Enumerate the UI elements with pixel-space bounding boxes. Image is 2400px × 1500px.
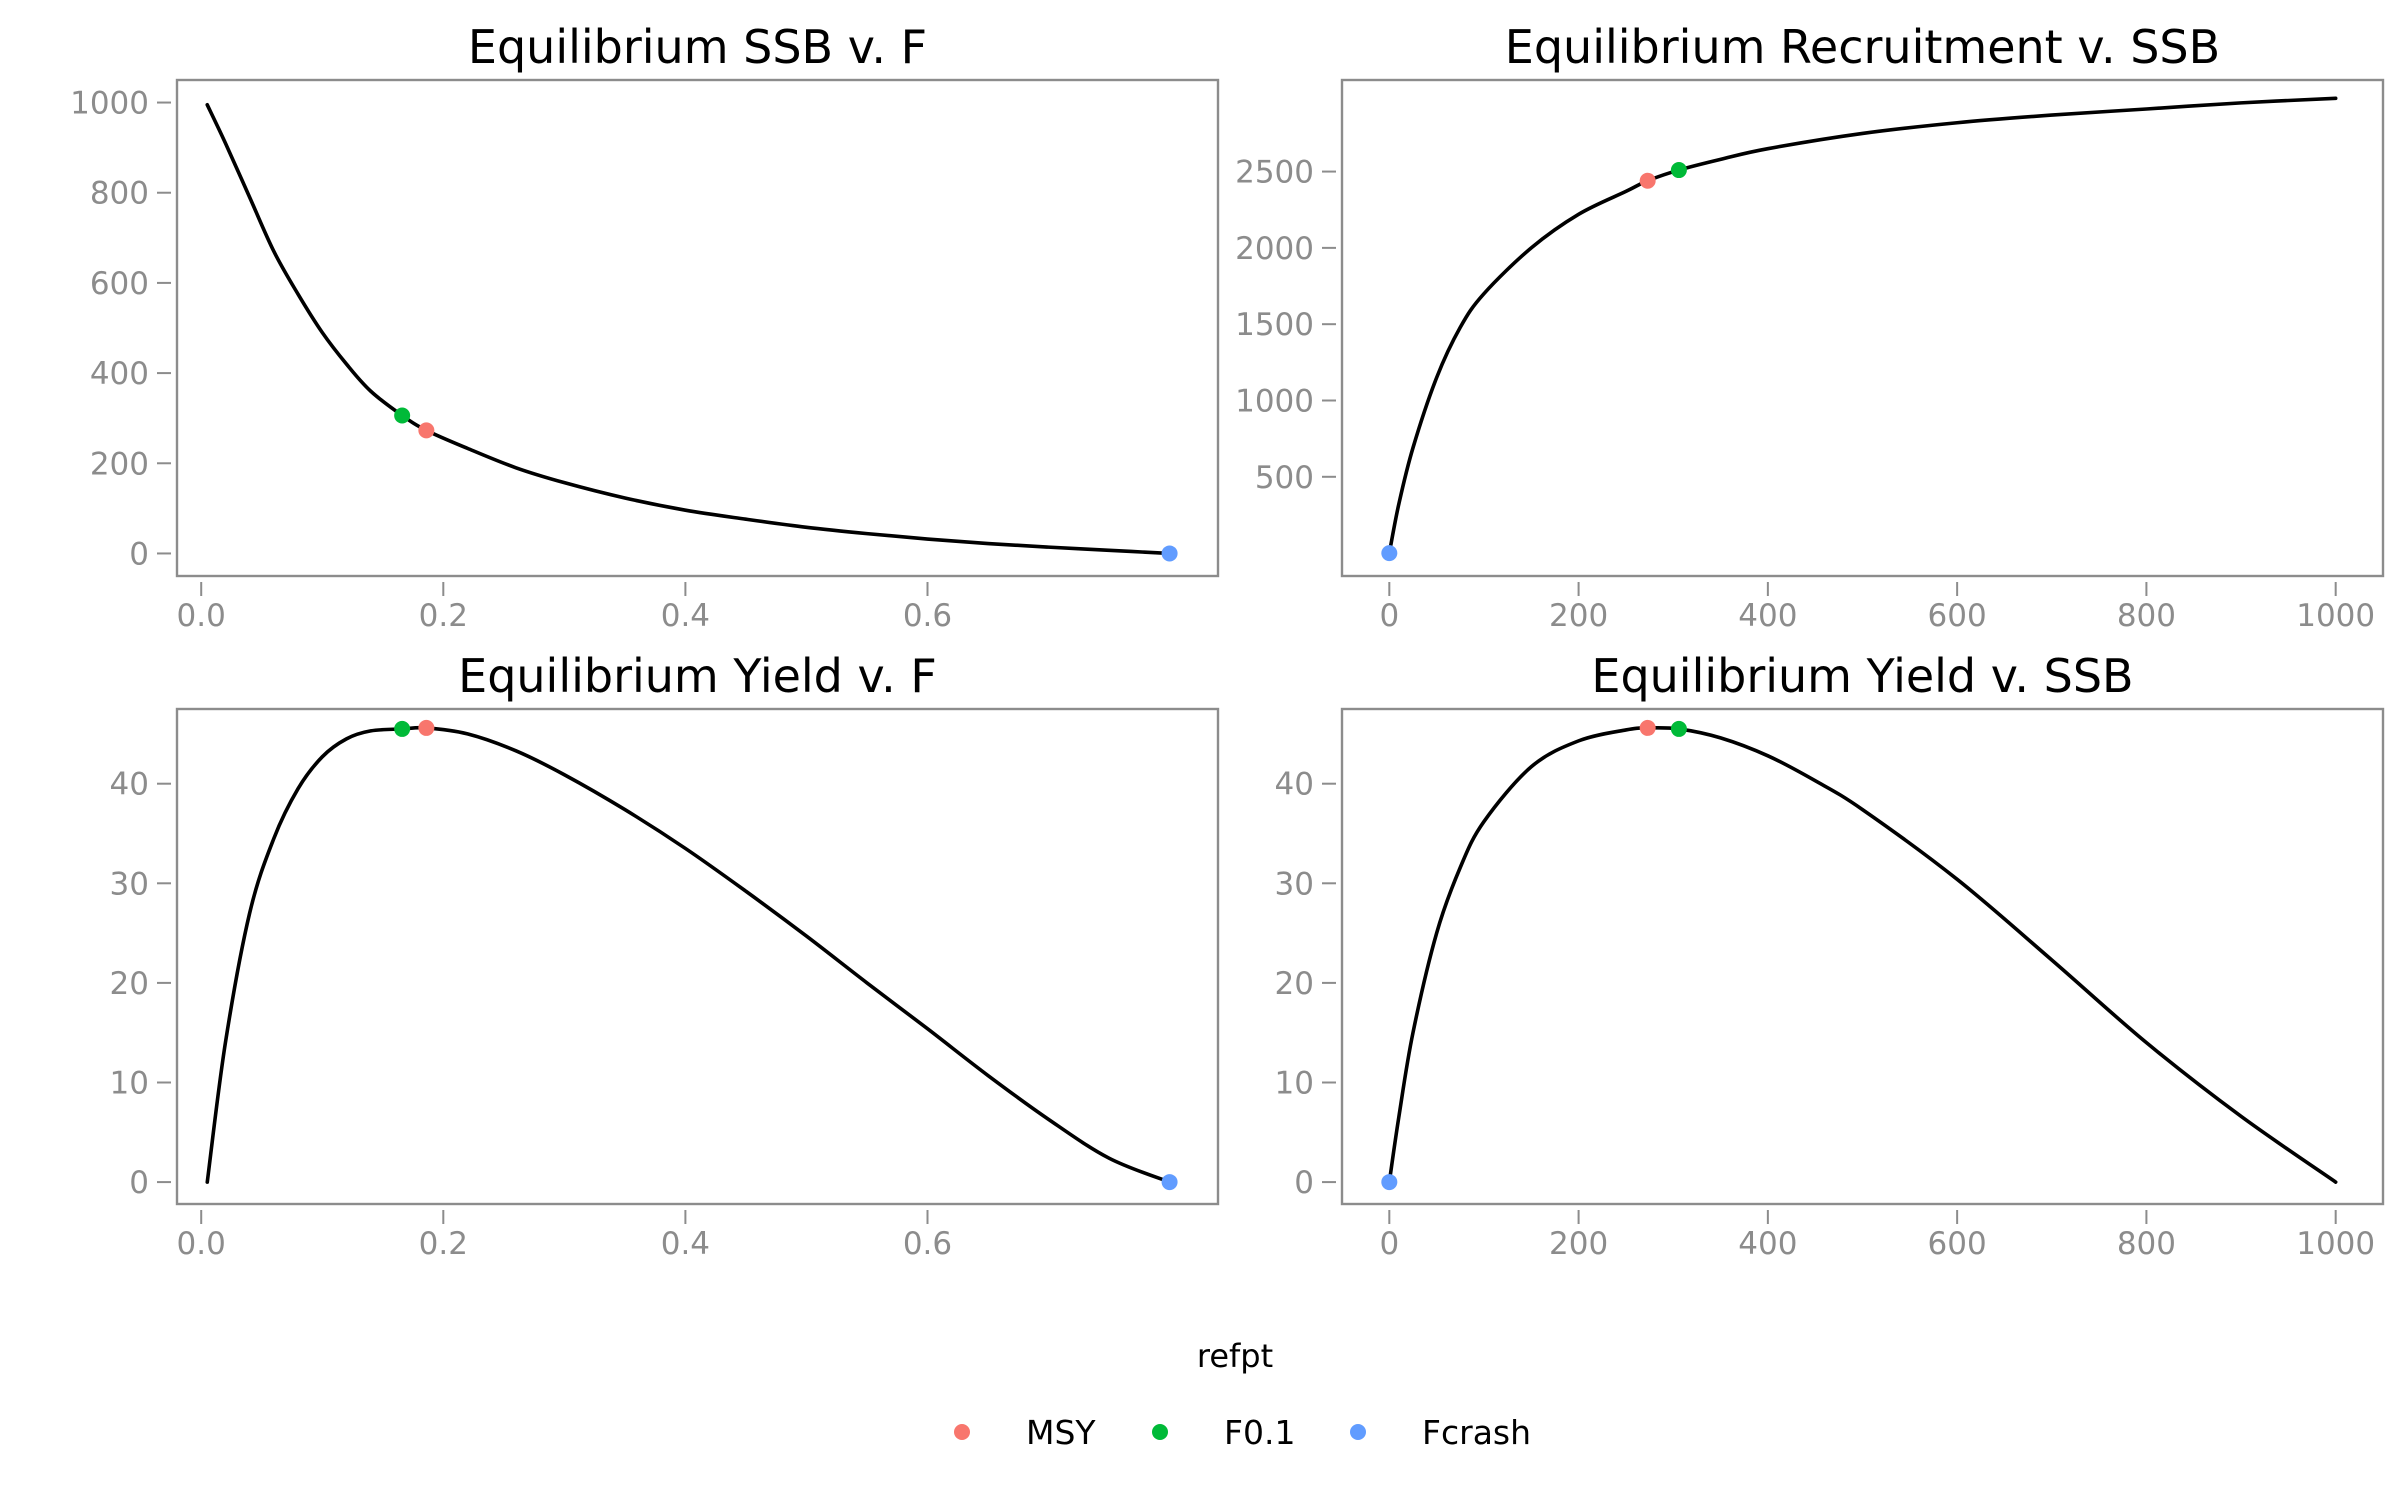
- x-tick-label: 0.4: [661, 1226, 710, 1262]
- panel-title: Equilibrium Recruitment v. SSB: [1505, 20, 2220, 74]
- y-tick-label: 10: [1275, 1065, 1314, 1101]
- refpt-point-fcrash: [1381, 1174, 1398, 1191]
- panel-title: Equilibrium Yield v. SSB: [1591, 649, 2133, 703]
- refpt-point-fcrash: [1161, 1174, 1178, 1191]
- legend-item-msy: MSY: [954, 1413, 1096, 1452]
- y-tick-label: 40: [1275, 767, 1314, 803]
- y-tick-label: 30: [1275, 866, 1314, 902]
- equilibrium-curve: [1387, 96, 2338, 555]
- equilibrium-curve: [205, 103, 1172, 556]
- y-tick-label: 0: [129, 1165, 149, 1201]
- y-tick-label: 800: [90, 176, 149, 212]
- x-tick-label: 200: [1549, 1226, 1608, 1262]
- legend-label: Fcrash: [1422, 1413, 1531, 1452]
- y-tick-label: 20: [110, 966, 149, 1002]
- legend-label: MSY: [1026, 1413, 1096, 1452]
- y-tick-label: 400: [90, 356, 149, 392]
- y-tick-label: 1000: [70, 86, 149, 122]
- panel-equilibrium-yield-v-f: Equilibrium Yield v. F 0 10 20 30 40 0.0 0.2 0.4…: [110, 649, 1220, 1262]
- refpt-point-msy: [1639, 719, 1656, 736]
- refpt-point-msy: [418, 719, 435, 736]
- x-tick-label: 400: [1738, 598, 1797, 634]
- refpt-point-fcrash: [1161, 545, 1178, 562]
- y-tick-label: 20: [1275, 966, 1314, 1002]
- refpt-point-fcrash: [1381, 545, 1398, 562]
- x-tick-label: 0.2: [419, 1226, 468, 1262]
- x-tick-label: 0.6: [903, 598, 952, 634]
- y-tick-label: 2500: [1235, 155, 1314, 191]
- legend-label: F0.1: [1224, 1413, 1295, 1452]
- x-tick-label: 0: [1379, 598, 1399, 634]
- refpt-point-f0-1: [394, 720, 411, 737]
- panel-frame: [1340, 707, 2385, 1206]
- x-tick-label: 0.4: [661, 598, 710, 634]
- refpt-point-f0-1: [1670, 720, 1687, 737]
- panel-equilibrium-recruitment-v-ssb: Equilibrium Recruitment v. SSB 500 1000 150…: [1235, 20, 2385, 634]
- refpt-point-f0-1: [1670, 162, 1687, 179]
- y-tick-label: 30: [110, 866, 149, 902]
- y-tick-label: 600: [90, 266, 149, 302]
- y-tick-label: 200: [90, 446, 149, 482]
- x-tick-label: 800: [2117, 1226, 2176, 1262]
- x-tick-label: 200: [1549, 598, 1608, 634]
- x-tick-label: 0.2: [419, 598, 468, 634]
- panel-frame: [175, 707, 1220, 1206]
- equilibrium-curve: [1387, 725, 2338, 1184]
- legend-key-dot: [1350, 1424, 1366, 1440]
- panel-title: Equilibrium SSB v. F: [468, 20, 927, 74]
- x-tick-label: 600: [1928, 1226, 1987, 1262]
- refpt-point-msy: [1639, 172, 1656, 189]
- legend: refpt MSY F0.1 Fcrash: [954, 1337, 1531, 1452]
- panel-frame: [175, 78, 1220, 578]
- legend-item-f0-1: F0.1: [1152, 1413, 1295, 1452]
- x-tick-label: 800: [2117, 598, 2176, 634]
- y-tick-label: 2000: [1235, 231, 1314, 267]
- y-tick-label: 40: [110, 767, 149, 803]
- panel-equilibrium-ssb-v-f: Equilibrium SSB v. F 0 200 400 600 800 1000 0.0…: [70, 20, 1220, 634]
- x-tick-label: 600: [1928, 598, 1987, 634]
- panel-title: Equilibrium Yield v. F: [458, 649, 937, 703]
- x-tick-label: 1000: [2296, 598, 2375, 634]
- y-tick-label: 10: [110, 1065, 149, 1101]
- x-tick-label: 400: [1738, 1226, 1797, 1262]
- panel-frame: [1340, 78, 2385, 578]
- y-tick-label: 1000: [1235, 383, 1314, 419]
- x-tick-label: 0.0: [177, 1226, 226, 1262]
- y-tick-label: 1500: [1235, 307, 1314, 343]
- x-tick-label: 0.6: [903, 1226, 952, 1262]
- legend-item-fcrash: Fcrash: [1350, 1413, 1531, 1452]
- legend-title: refpt: [1197, 1337, 1273, 1375]
- x-tick-label: 0.0: [177, 598, 226, 634]
- refpt-point-f0-1: [394, 407, 411, 424]
- equilibrium-curve: [205, 725, 1172, 1184]
- legend-key-dot: [954, 1424, 970, 1440]
- x-tick-label: 0: [1379, 1226, 1399, 1262]
- y-tick-label: 0: [1294, 1165, 1314, 1201]
- legend-key-dot: [1152, 1424, 1168, 1440]
- y-tick-label: 500: [1255, 460, 1314, 496]
- refpt-point-msy: [418, 422, 435, 439]
- x-tick-label: 1000: [2296, 1226, 2375, 1262]
- y-tick-label: 0: [129, 536, 149, 572]
